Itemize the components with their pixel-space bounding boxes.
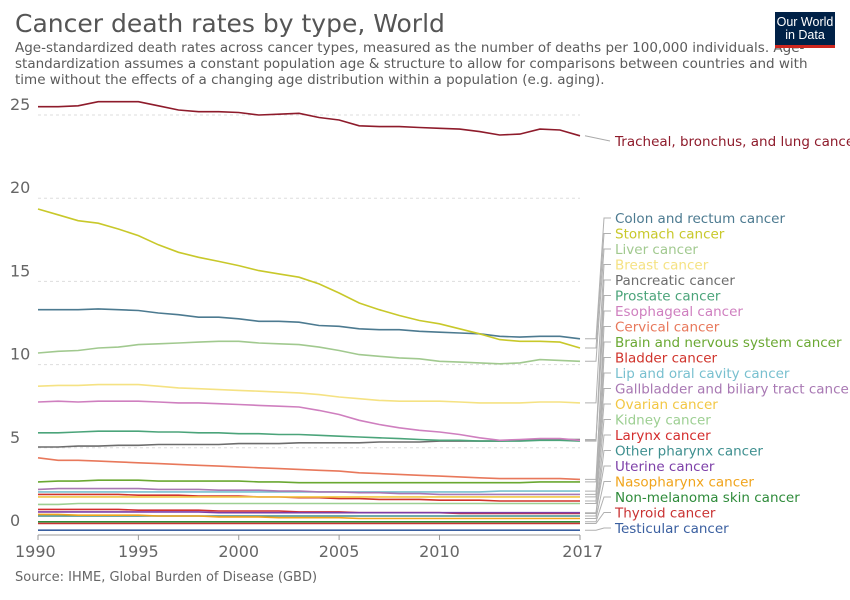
series-line (38, 493, 580, 502)
x-tick-label: 1990 (15, 542, 56, 561)
y-tick-label: 10 (10, 345, 30, 364)
label-connector (585, 419, 611, 504)
series-line (38, 502, 580, 506)
series-label: Gallbladder and biliary tract cancer (615, 382, 850, 398)
label-connector (585, 403, 611, 498)
logo-line-1: Our World (776, 15, 834, 29)
series-label: Other pharynx cancer (615, 444, 763, 460)
series-label: Pancreatic cancer (615, 273, 735, 289)
series-label: Thyroid cancer (614, 506, 716, 522)
series-label: Nasopharynx cancer (615, 475, 754, 491)
label-connector (585, 465, 611, 514)
series-labels: Tracheal, bronchus, and lung cancer Colon… (584, 134, 850, 537)
series-label: Lip and oral cavity cancer (615, 366, 790, 382)
series-lines (37, 100, 581, 531)
label-connector (585, 512, 611, 524)
series-label: Liver cancer (615, 242, 698, 258)
x-tick-label: 2010 (419, 542, 460, 561)
label-connector (585, 388, 611, 495)
series-label: Ovarian cancer (615, 397, 718, 413)
series-label: Stomach cancer (615, 227, 725, 243)
y-axis: 0 5 10 15 20 25 (10, 95, 30, 530)
series-label: Prostate cancer (615, 289, 721, 305)
x-tick-label: 2005 (319, 542, 360, 561)
label-connector (585, 450, 611, 517)
y-tick-label: 25 (10, 95, 30, 114)
series-label: Breast cancer (615, 258, 709, 274)
chart-title: Cancer death rates by type, World (15, 9, 445, 38)
y-tick-label: 5 (10, 428, 20, 447)
series-line (38, 308, 581, 340)
y-tick-label: 0 (10, 511, 20, 530)
label-connector (585, 372, 611, 492)
y-tick-label: 15 (10, 261, 30, 280)
x-tick-label: 2017 (562, 542, 603, 561)
series-label: Larynx cancer (615, 428, 711, 444)
label-connector (584, 135, 611, 142)
x-axis: 1990 1995 2000 2005 2010 2017 (15, 534, 603, 561)
label-connector (585, 481, 611, 519)
series-line (37, 340, 581, 365)
series-line (38, 430, 581, 442)
series-label: Tracheal, bronchus, and lung cancer (614, 134, 850, 150)
series-line (37, 479, 580, 484)
series-line (37, 457, 581, 481)
owid-logo[interactable]: Our World in Data (775, 12, 835, 48)
series-label: Testicular cancer (614, 521, 729, 537)
series-label: Colon and rectum cancer (615, 211, 785, 227)
x-tick-label: 1995 (118, 542, 159, 561)
source-note: Source: IHME, Global Burden of Disease (… (15, 570, 318, 585)
series-line (37, 208, 581, 349)
series-label: Bladder cancer (615, 351, 718, 367)
y-tick-label: 20 (10, 178, 30, 197)
label-connector (585, 527, 611, 531)
label-connector (585, 248, 611, 362)
x-tick-label: 2000 (218, 542, 259, 561)
label-connector (585, 310, 611, 441)
label-connector (585, 264, 611, 404)
series-line (37, 383, 581, 404)
logo-line-2: in Data (785, 28, 825, 42)
series-label: Cervical cancer (615, 320, 720, 336)
series-label: Non-melanoma skin cancer (615, 490, 800, 506)
label-connector (585, 434, 611, 514)
series-line (38, 513, 580, 520)
series-line (38, 511, 580, 514)
series-line (38, 100, 581, 137)
series-line (37, 400, 581, 442)
series-label: Brain and nervous system cancer (615, 335, 842, 351)
label-connector (585, 496, 611, 523)
label-connector (585, 326, 611, 480)
logo-accent-bar (775, 45, 835, 48)
label-connector (585, 233, 611, 349)
series-label: Uterine cancer (615, 459, 715, 475)
series-line (37, 487, 580, 496)
series-label: Esophageal cancer (615, 304, 743, 320)
series-label: Kidney cancer (615, 413, 711, 429)
gridlines (38, 114, 580, 449)
label-connector (585, 341, 611, 483)
chart-subtitle: Age-standardized death rates across canc… (15, 40, 808, 88)
label-connector (585, 217, 611, 340)
